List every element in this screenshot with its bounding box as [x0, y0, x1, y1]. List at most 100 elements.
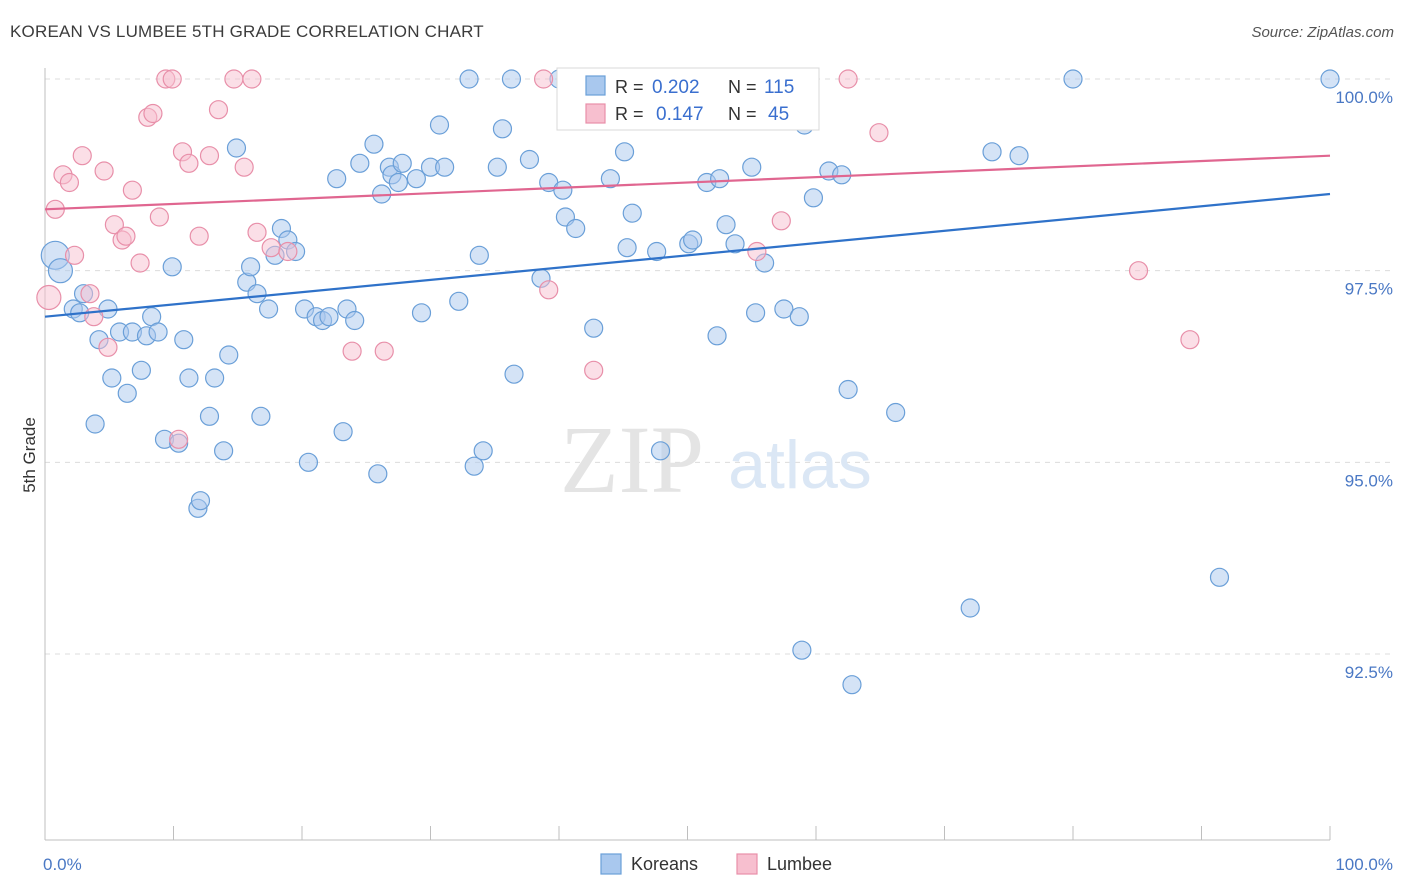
lumbee-point: [278, 241, 298, 262]
lumbee-point: [189, 226, 209, 246]
korean-point: [179, 368, 199, 388]
lumbee-point: [149, 207, 169, 227]
stats-r-value-lumbee: 0.147: [656, 104, 704, 125]
watermark-atlas: atlas: [728, 427, 872, 503]
korean-point: [501, 69, 522, 89]
korean-point: [746, 303, 766, 323]
korean-point: [174, 330, 194, 350]
lumbee-point: [122, 180, 142, 200]
stats-n-value-koreans: 115: [764, 77, 794, 98]
legend-label-lumbee: Lumbee: [767, 854, 832, 874]
x-tick-label-min: 0.0%: [43, 855, 82, 874]
korean-point: [504, 364, 524, 384]
korean-point: [102, 368, 122, 388]
stats-legend-swatch-koreans: [585, 75, 606, 96]
legend-swatch-lumbee: [736, 853, 758, 875]
korean-point: [710, 169, 730, 189]
korean-point: [117, 383, 137, 403]
legend-label-koreans: Koreans: [631, 854, 698, 874]
lumbee-point: [143, 103, 163, 124]
lumbee-point: [771, 211, 791, 231]
korean-point: [707, 326, 727, 346]
x-tick-labels: 0.0% 100.0%: [43, 855, 1393, 874]
lumbee-point: [747, 241, 767, 262]
watermark: ZIP atlas: [560, 406, 872, 513]
stats-n-label-koreans: N =: [728, 77, 757, 97]
korean-point: [85, 414, 105, 434]
lumbee-point: [104, 215, 124, 235]
lumbee-point: [1180, 330, 1200, 350]
lumbee-point: [36, 284, 62, 311]
lumbee-point: [169, 429, 189, 449]
korean-point: [492, 119, 513, 139]
y-tick-labels: 100.0% 97.5% 95.0% 92.5%: [1335, 88, 1393, 682]
korean-point: [162, 257, 182, 277]
korean-point: [716, 215, 736, 235]
korean-point: [205, 368, 225, 388]
korean-point: [960, 598, 980, 618]
korean-point: [148, 322, 168, 342]
lumbee-point: [224, 69, 244, 89]
lumbee-point: [116, 226, 136, 246]
lumbee-point: [342, 341, 362, 361]
korean-point: [774, 299, 794, 319]
lumbee-point: [234, 157, 254, 177]
lumbee-point: [869, 123, 889, 143]
korean-point: [327, 169, 347, 189]
lumbee-point: [64, 245, 85, 265]
korean-point: [838, 379, 858, 400]
korean-point: [742, 157, 762, 177]
korean-point: [392, 153, 412, 173]
lumbee-point: [374, 341, 394, 361]
lumbee-point: [1128, 261, 1149, 281]
korean-point: [368, 464, 388, 484]
trend-lines: [44, 154, 1331, 318]
korean-point: [473, 441, 493, 461]
korean-point: [647, 241, 667, 262]
korean-point: [792, 640, 812, 660]
korean-point: [247, 284, 267, 304]
korean-point: [789, 307, 809, 327]
lumbee-point: [261, 238, 281, 258]
korean-point: [553, 180, 573, 200]
lumbee-point: [59, 172, 80, 193]
korean-point: [584, 318, 604, 338]
korean-point: [190, 491, 211, 511]
korean-point: [345, 310, 365, 331]
korean-point: [650, 441, 671, 461]
korean-point: [886, 402, 906, 423]
chart-title: KOREAN VS LUMBEE 5TH GRADE CORRELATION C…: [10, 22, 484, 41]
stats-n-value-lumbee: 45: [768, 104, 789, 125]
series-legend: Koreans Lumbee: [600, 853, 832, 875]
korean-point: [982, 142, 1002, 162]
korean-point: [1063, 69, 1083, 89]
lumbee-point: [247, 222, 267, 242]
watermark-zip: ZIP: [560, 406, 704, 513]
korean-point: [1009, 146, 1029, 166]
korean-point: [617, 238, 637, 258]
y-tick-label-3: 92.5%: [1345, 663, 1393, 682]
lumbee-point: [98, 337, 118, 357]
korean-point: [725, 234, 745, 254]
korean-point: [388, 172, 408, 193]
y-tick-label-0: 100.0%: [1335, 88, 1393, 107]
lumbee-point: [80, 284, 100, 304]
korean-point: [251, 406, 271, 426]
korean-point: [469, 245, 489, 265]
koreans-trend-line: [44, 192, 1331, 318]
stats-r-label-lumbee: R =: [615, 104, 644, 124]
korean-point: [214, 441, 234, 461]
korean-point: [600, 169, 621, 189]
korean-point: [803, 188, 824, 208]
lumbee-point: [72, 146, 92, 166]
korean-point: [298, 452, 319, 472]
axes: [44, 68, 1331, 841]
korean-point: [519, 149, 540, 170]
korean-point: [241, 257, 261, 277]
korean-point: [429, 115, 450, 135]
korean-point: [683, 230, 703, 250]
chart-source: Source: ZipAtlas.com: [1251, 24, 1394, 41]
lumbee-point: [242, 69, 262, 89]
korean-point: [319, 307, 339, 327]
